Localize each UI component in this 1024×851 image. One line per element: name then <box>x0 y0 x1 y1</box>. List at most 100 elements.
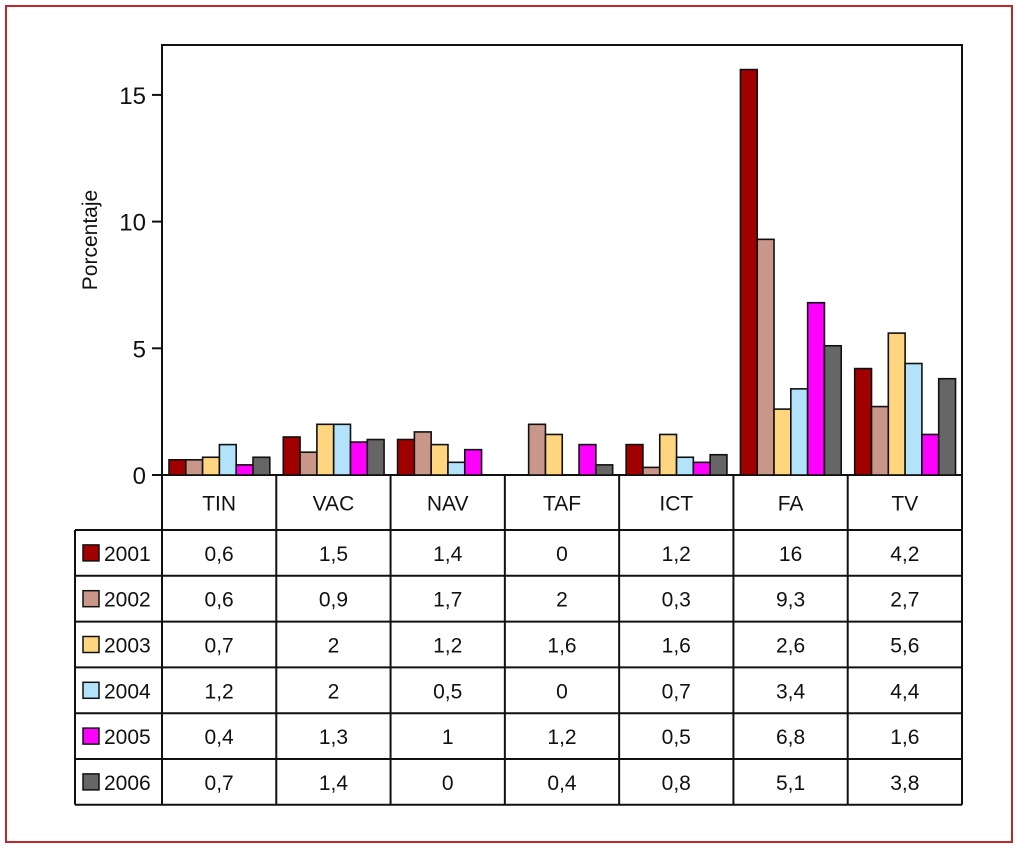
bar-2005-ICT <box>692 461 711 476</box>
bar-2006-VAC <box>366 438 385 476</box>
data-label: 1,6 <box>890 726 919 749</box>
data-label: 0,5 <box>433 680 462 703</box>
data-label: 0,4 <box>547 772 577 795</box>
category-label: NAV <box>427 493 469 516</box>
y-tick-label: 0 <box>133 463 146 490</box>
data-label: 0,7 <box>205 635 234 658</box>
legend-swatch-2005 <box>82 727 100 745</box>
data-label: 1,7 <box>433 589 462 612</box>
bar-2006-TIN <box>252 456 271 476</box>
category-label: FA <box>778 493 804 516</box>
data-label: 0 <box>442 772 454 795</box>
data-label: 16 <box>779 543 802 566</box>
category-label: VAC <box>313 493 355 516</box>
bar-2004-TIN <box>218 443 237 476</box>
bar-2004-VAC <box>332 423 352 476</box>
figure-frame <box>5 5 1013 843</box>
bar-2001-TIN <box>168 458 187 476</box>
bar-2003-NAV <box>430 443 449 476</box>
data-label: 0 <box>556 543 568 566</box>
category-label: TV <box>891 493 918 516</box>
bar-2004-TV <box>904 362 923 476</box>
bar-2006-TV <box>937 377 957 476</box>
data-label: 0,3 <box>662 589 691 612</box>
data-label: 1,2 <box>205 680 234 703</box>
bar-2002-VAC <box>299 451 318 476</box>
data-label: 5,1 <box>776 772 805 795</box>
data-label: 1,5 <box>319 543 348 566</box>
bar-2005-VAC <box>349 441 369 476</box>
bar-2001-FA <box>739 68 759 476</box>
data-label: 0,7 <box>205 772 234 795</box>
bar-2003-ICT <box>658 433 678 476</box>
y-tick-label: 15 <box>119 83 146 110</box>
data-label: 0,8 <box>662 772 691 795</box>
legend-label: 2002 <box>104 589 151 612</box>
data-label: 1,2 <box>547 726 576 749</box>
data-label: 3,4 <box>776 680 806 703</box>
bar-2002-TAF <box>527 423 547 476</box>
data-label: 1,4 <box>433 543 463 566</box>
data-label: 0 <box>556 680 568 703</box>
data-label: 9,3 <box>776 589 805 612</box>
bar-2001-NAV <box>396 438 416 476</box>
data-label: 2 <box>556 589 568 612</box>
data-label: 1,2 <box>433 635 462 658</box>
data-label: 1 <box>442 726 454 749</box>
bar-2003-FA <box>773 408 792 476</box>
data-label: 0,4 <box>205 726 235 749</box>
data-label: 0,9 <box>319 589 348 612</box>
y-axis-label: Porcentaje <box>79 190 102 290</box>
bar-2002-FA <box>756 238 775 476</box>
bar-2003-TV <box>887 332 906 476</box>
bar-2002-ICT <box>642 466 661 476</box>
bar-2001-ICT <box>625 443 644 476</box>
data-label: 6,8 <box>776 726 805 749</box>
data-label: 0,6 <box>205 543 234 566</box>
bar-2001-VAC <box>282 436 301 476</box>
bar-2002-NAV <box>413 431 432 476</box>
bar-2005-TV <box>921 433 940 476</box>
bar-2005-FA <box>806 301 826 476</box>
legend-label: 2004 <box>104 680 151 703</box>
legend-swatch-2001 <box>82 544 100 562</box>
data-label: 4,2 <box>890 543 919 566</box>
bar-2001-TV <box>853 367 873 476</box>
bar-2006-FA <box>823 344 843 476</box>
data-label: 2,7 <box>890 589 919 612</box>
data-label: 5,6 <box>890 635 919 658</box>
legend-label: 2003 <box>104 635 151 658</box>
data-label: 1,6 <box>547 635 576 658</box>
bar-2004-FA <box>790 388 809 476</box>
data-label: 0,5 <box>662 726 691 749</box>
legend-label: 2006 <box>104 772 151 795</box>
bar-2005-NAV <box>463 448 483 476</box>
category-label: TIN <box>202 493 236 516</box>
data-label: 2,6 <box>776 635 805 658</box>
bar-2003-TIN <box>201 456 221 476</box>
data-label: 1,3 <box>319 726 348 749</box>
data-label: 0,7 <box>662 680 691 703</box>
bar-2003-VAC <box>316 423 335 476</box>
data-label: 3,8 <box>890 772 919 795</box>
legend-swatch-2002 <box>82 589 100 608</box>
data-label: 1,4 <box>319 772 349 795</box>
bar-2004-NAV <box>447 461 466 476</box>
data-label: 1,2 <box>662 543 691 566</box>
bar-2002-TIN <box>185 458 204 476</box>
bar-2005-TIN <box>235 464 254 476</box>
y-tick-label: 5 <box>133 336 146 363</box>
bar-2006-TAF <box>595 464 614 476</box>
data-label: 1,6 <box>662 635 691 658</box>
y-tick-label: 10 <box>119 210 146 237</box>
data-label: 2 <box>328 635 340 658</box>
data-label: 2 <box>328 680 340 703</box>
legend-label: 2001 <box>104 543 151 566</box>
bar-2003-TAF <box>544 433 564 476</box>
category-label: ICT <box>659 493 693 516</box>
legend-swatch-2003 <box>82 635 100 654</box>
bar-2002-TV <box>870 405 890 476</box>
category-label: TAF <box>543 493 581 516</box>
bar-2005-TAF <box>578 443 597 476</box>
